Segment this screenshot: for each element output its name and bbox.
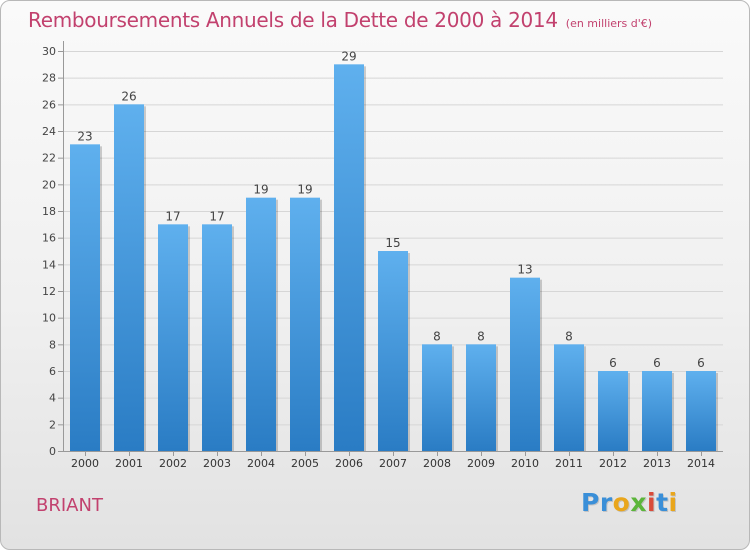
x-tick-label: 2009 <box>467 457 495 470</box>
y-tick-label: 24 <box>42 125 56 138</box>
bar <box>70 144 100 452</box>
bar-value-label: 23 <box>77 129 92 143</box>
x-tick-label: 2006 <box>335 457 363 470</box>
bar-value-label: 8 <box>477 329 485 343</box>
logo-letter: r <box>599 488 613 517</box>
chart-title-text: Remboursements Annuels de la Dette de 20… <box>28 8 558 32</box>
y-tick-label: 22 <box>42 152 56 165</box>
axes <box>58 41 723 456</box>
bar <box>290 197 320 451</box>
x-tick-label: 2012 <box>599 457 627 470</box>
x-tick-label: 2003 <box>203 457 231 470</box>
y-tick-label: 20 <box>42 178 56 191</box>
x-tick-label: 2013 <box>643 457 671 470</box>
bar-value-label: 8 <box>565 329 573 343</box>
y-tick-label: 30 <box>42 45 56 58</box>
bar <box>246 197 276 451</box>
bar-value-label: 6 <box>697 356 705 370</box>
proxiti-logo: Proxiti <box>581 488 678 517</box>
y-tick-label: 4 <box>49 392 56 405</box>
x-tick-label: 2000 <box>71 457 99 470</box>
bar <box>334 64 364 452</box>
bar <box>510 277 540 451</box>
x-tick-label: 2011 <box>555 457 583 470</box>
y-tick-label: 12 <box>42 285 56 298</box>
bar <box>378 251 408 451</box>
bar-value-label: 6 <box>653 356 661 370</box>
y-tick-label: 8 <box>49 338 56 351</box>
x-tick-label: 2007 <box>379 457 407 470</box>
y-tick-label: 16 <box>42 232 56 245</box>
bar <box>202 224 232 451</box>
bar <box>642 371 672 451</box>
bar-value-label: 15 <box>385 236 400 250</box>
x-tick-label: 2010 <box>511 457 539 470</box>
x-tick-label: 2014 <box>687 457 715 470</box>
bar-value-label: 19 <box>297 183 312 197</box>
y-tick-label: 2 <box>49 418 56 431</box>
bar-value-label: 6 <box>609 356 617 370</box>
bar <box>466 344 496 451</box>
y-tick-label: 0 <box>49 445 56 458</box>
bar <box>686 371 716 451</box>
bar-value-label: 17 <box>209 209 224 223</box>
logo-letter: x <box>630 488 647 517</box>
chart-subtitle: (en milliers d'€) <box>565 17 653 30</box>
logo-letter: P <box>581 488 600 517</box>
x-tick-label: 2001 <box>115 457 143 470</box>
x-tick-label: 2004 <box>247 457 275 470</box>
bar <box>422 344 452 451</box>
bar <box>554 344 584 451</box>
chart-title: Remboursements Annuels de la Dette de 20… <box>28 8 652 32</box>
logo-letter: o <box>612 488 631 517</box>
bar-value-label: 17 <box>165 209 180 223</box>
bar-value-label: 19 <box>253 183 268 197</box>
y-tick-label: 28 <box>42 72 56 85</box>
bar <box>598 371 628 451</box>
y-tick-label: 26 <box>42 98 56 111</box>
x-tick-label: 2005 <box>291 457 319 470</box>
logo-letter: t <box>656 488 669 517</box>
x-tick-label: 2002 <box>159 457 187 470</box>
bars <box>70 64 718 452</box>
logo-letter: i <box>668 488 678 517</box>
y-tick-label: 18 <box>42 205 56 218</box>
y-tick-label: 14 <box>42 258 56 271</box>
x-tick-label: 2008 <box>423 457 451 470</box>
bar-value-label: 26 <box>121 89 136 103</box>
y-tick-label: 6 <box>49 365 56 378</box>
bar-value-label: 29 <box>341 49 356 63</box>
bar-value-label: 8 <box>433 329 441 343</box>
bar <box>158 224 188 451</box>
y-tick-label: 10 <box>42 312 56 325</box>
commune-name: BRIANT <box>36 495 103 516</box>
bar-value-label: 13 <box>517 263 532 277</box>
labels: 0246810121416182022242628302320002620011… <box>42 45 715 470</box>
bar <box>114 104 144 451</box>
logo-letter: i <box>647 488 657 517</box>
